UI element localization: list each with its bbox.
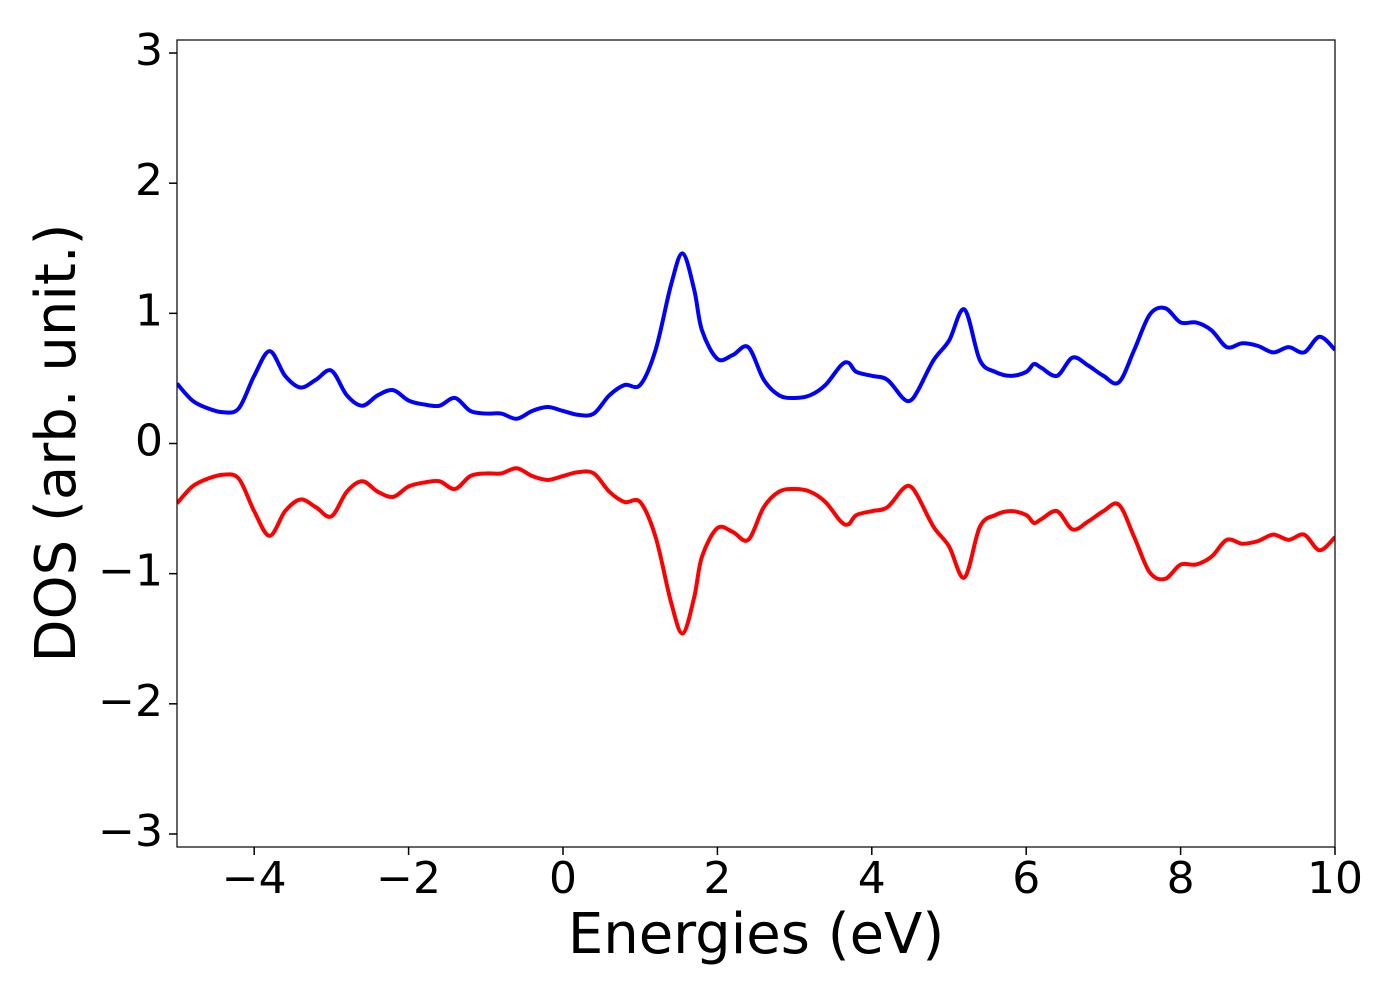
- y-tick-label: 1: [135, 285, 163, 336]
- x-tick-label: −4: [222, 853, 287, 904]
- y-tick-label: −2: [98, 676, 163, 727]
- x-tick-label: −2: [376, 853, 441, 904]
- y-tick-label: 0: [135, 416, 163, 467]
- x-tick-label: 0: [549, 853, 577, 904]
- x-axis-label: Energies (eV): [568, 902, 944, 967]
- x-tick-label: 8: [1167, 853, 1195, 904]
- y-tick-label: −1: [98, 546, 163, 597]
- y-axis-label: DOS (arb. unit.): [24, 223, 89, 662]
- x-tick-label: 6: [1012, 853, 1040, 904]
- y-tick-label: 2: [135, 155, 163, 206]
- series-line: [177, 466, 1335, 636]
- plot-frame: [176, 39, 1336, 848]
- x-tick-label: 4: [858, 853, 886, 904]
- y-tick-label: 3: [135, 25, 163, 76]
- y-tick-label: −3: [98, 806, 163, 857]
- series-line: [177, 251, 1335, 421]
- x-tick-label: 2: [703, 853, 731, 904]
- x-tick-label: 10: [1307, 853, 1363, 904]
